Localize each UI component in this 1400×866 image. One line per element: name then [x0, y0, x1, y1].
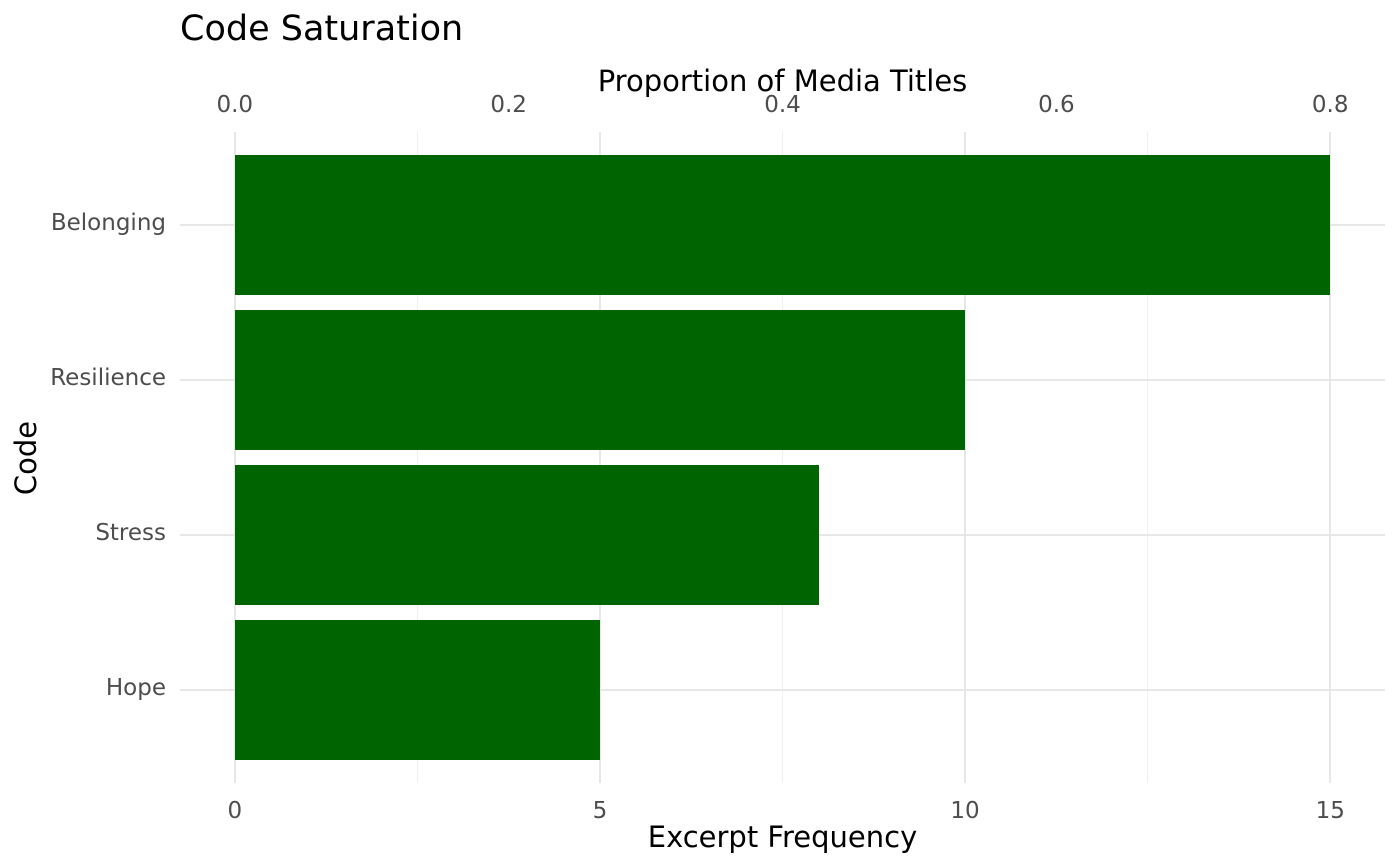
gridline-vertical-major [1329, 132, 1332, 783]
bottom-axis-tick-label: 0 [227, 798, 243, 824]
y-axis-tick-label-belonging: Belonging [50, 210, 166, 236]
top-axis-tick-label: 0.4 [764, 92, 801, 118]
gridline-vertical-major [598, 132, 601, 783]
gridline-vertical-minor [416, 132, 419, 783]
bar-hope [234, 620, 600, 760]
gridline-vertical-minor [1146, 132, 1149, 783]
gridline-horizontal-major [180, 689, 1385, 691]
bottom-axis-tick-label: 15 [1315, 798, 1345, 824]
bottom-axis-title: Excerpt Frequency [647, 820, 918, 854]
chart-title: Code Saturation [180, 9, 464, 49]
top-axis-title: Proportion of Media Titles [597, 64, 968, 98]
top-axis-tick-label: 0.0 [216, 92, 254, 118]
bar-stress [234, 465, 819, 605]
top-axis-tick-label: 0.6 [1038, 92, 1075, 118]
gridline-vertical-minor [781, 132, 784, 783]
top-axis-tick-label: 0.2 [490, 92, 527, 118]
bar-belonging [234, 155, 1331, 295]
gridline-vertical-major [964, 132, 967, 783]
bottom-axis-tick-label: 10 [950, 798, 980, 824]
y-axis-title: Code [9, 420, 43, 496]
y-axis-tick-label-hope: Hope [105, 675, 166, 701]
y-axis-tick-label-stress: Stress [95, 520, 166, 546]
top-axis-tick-label: 0.8 [1311, 92, 1349, 118]
plot-panel [180, 132, 1385, 783]
gridline-vertical-major [233, 132, 236, 783]
bottom-axis-tick-label: 5 [592, 798, 608, 824]
y-axis-tick-label-resilience: Resilience [50, 365, 166, 391]
bar-resilience [234, 310, 966, 450]
